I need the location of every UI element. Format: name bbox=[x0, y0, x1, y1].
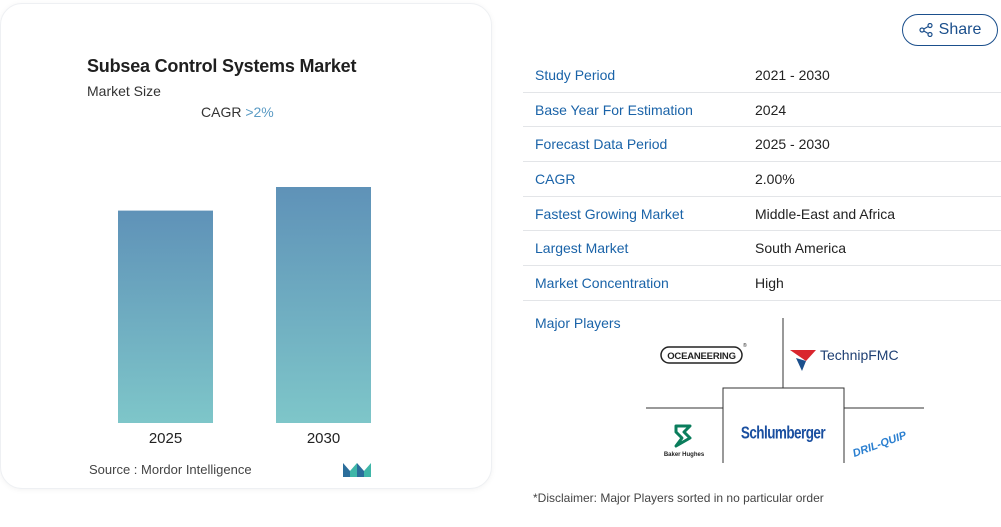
cagr-label-text: CAGR bbox=[201, 104, 246, 120]
info-key: Study Period bbox=[535, 67, 616, 83]
players-grid-lines bbox=[646, 318, 924, 463]
info-value: 2024 bbox=[755, 101, 787, 118]
info-row-largest-market: Largest Market South America bbox=[523, 231, 1001, 267]
info-row-forecast-period: Forecast Data Period 2025 - 2030 bbox=[523, 127, 1001, 163]
info-key: Market Concentration bbox=[535, 275, 669, 292]
technipfmc-logo: TechnipFMC bbox=[790, 347, 899, 371]
cagr-value: >2% bbox=[245, 104, 274, 120]
oceaneering-logo-text: OCEANEERING bbox=[667, 351, 736, 362]
info-value: South America bbox=[755, 240, 847, 257]
info-key: Forecast Data Period bbox=[535, 136, 668, 153]
oceaneering-logo: OCEANEERING ® bbox=[660, 342, 747, 364]
market-size-card bbox=[0, 3, 492, 489]
info-value: 2.00% bbox=[755, 171, 795, 188]
info-key: Base Year For Estimation bbox=[535, 101, 693, 118]
mordor-intelligence-logo-icon bbox=[343, 461, 371, 482]
baker-hughes-logo-text: Baker Hughes bbox=[664, 452, 705, 458]
share-label: Share bbox=[938, 21, 982, 38]
share-button[interactable]: Share bbox=[902, 14, 998, 46]
cagr-label: CAGR >2% bbox=[201, 104, 274, 120]
info-key: CAGR bbox=[535, 171, 576, 188]
share-icon bbox=[919, 23, 933, 37]
svg-text:®: ® bbox=[743, 342, 747, 349]
chart-subtitle: Market Size bbox=[87, 83, 161, 99]
source-note: Source : Mordor Intelligence bbox=[89, 462, 252, 477]
info-key: Largest Market bbox=[535, 240, 629, 257]
dril-quip-logo-text: DRIL-QUIP bbox=[851, 429, 909, 460]
bar-2025 bbox=[118, 210, 213, 423]
chart-title: Subsea Control Systems Market bbox=[87, 56, 357, 76]
info-value: High bbox=[755, 275, 784, 292]
schlumberger-logo: Schlumberger bbox=[741, 424, 826, 443]
bars-group: 2025 2030 bbox=[118, 187, 371, 447]
schlumberger-logo-text: Schlumberger bbox=[741, 424, 826, 443]
bar-2030 bbox=[276, 187, 371, 423]
info-row-study-period: Study Period 2021 - 2030 bbox=[523, 58, 1001, 93]
baker-hughes-logo: Baker Hughes bbox=[664, 424, 705, 458]
bar-chart: 2025 2030 bbox=[118, 187, 371, 447]
info-key: Fastest Growing Market bbox=[535, 205, 684, 222]
info-value: Middle-East and Africa bbox=[755, 205, 896, 222]
info-value: 2021 - 2030 bbox=[755, 67, 830, 83]
info-row-concentration: Market Concentration High bbox=[523, 266, 1001, 301]
info-row-fastest-growing: Fastest Growing Market Middle-East and A… bbox=[523, 197, 1001, 232]
x-tick-label-2025: 2025 bbox=[149, 430, 182, 447]
technipfmc-logo-text: TechnipFMC bbox=[820, 347, 899, 363]
x-tick-label-2030: 2030 bbox=[307, 430, 340, 447]
info-row-base-year: Base Year For Estimation 2024 bbox=[523, 93, 1001, 128]
dril-quip-logo: DRIL-QUIP bbox=[851, 429, 909, 460]
disclaimer-note: *Disclaimer: Major Players sorted in no … bbox=[533, 491, 824, 505]
info-value: 2025 - 2030 bbox=[755, 136, 830, 153]
major-players-label: Major Players bbox=[535, 315, 621, 331]
market-info-table: Study Period 2021 - 2030 Base Year For E… bbox=[523, 58, 1001, 301]
info-row-cagr: CAGR 2.00% bbox=[523, 162, 1001, 197]
